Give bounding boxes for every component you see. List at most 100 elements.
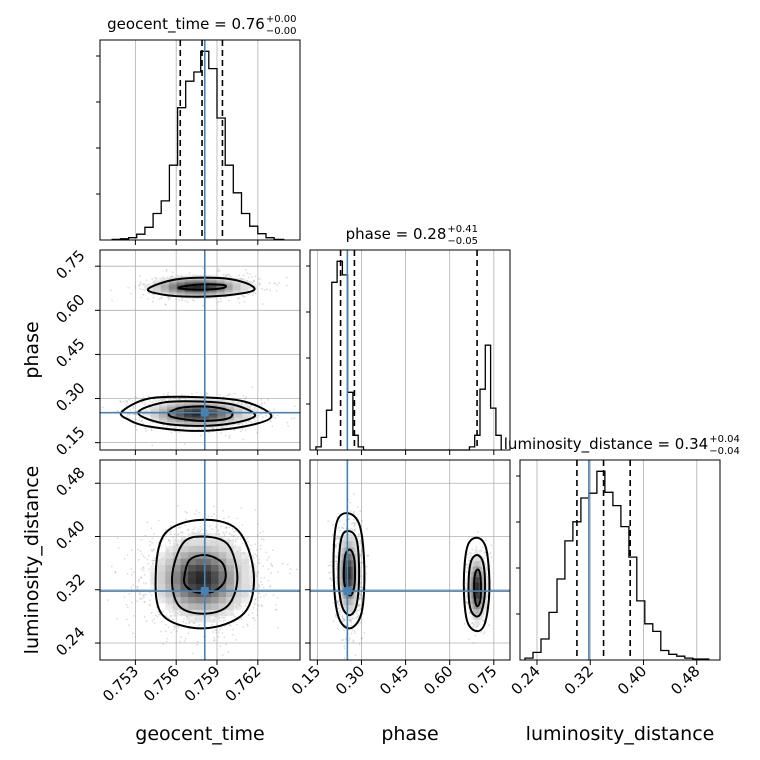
scatter-point — [144, 427, 147, 430]
scatter-point — [235, 639, 238, 641]
scatter-point — [267, 556, 270, 558]
scatter-point — [217, 635, 220, 638]
scatter-point — [182, 620, 185, 623]
scatter-point — [259, 544, 262, 547]
scatter-point — [342, 638, 345, 641]
scatter-point — [268, 409, 271, 412]
scatter-point — [220, 616, 223, 619]
scatter-point — [225, 274, 228, 277]
scatter-point — [254, 598, 257, 601]
scatter-point — [238, 274, 241, 277]
scatter-point — [151, 562, 154, 564]
scatter-point — [170, 431, 173, 434]
scatter-point — [242, 438, 245, 441]
scatter-point — [360, 593, 363, 596]
scatter-point — [114, 571, 117, 574]
scatter-point — [226, 274, 229, 276]
scatter-point — [156, 615, 159, 618]
scatter-point — [140, 538, 143, 541]
scatter-point — [218, 394, 221, 396]
scatter-point — [178, 527, 180, 529]
scatter-point — [170, 530, 172, 533]
scatter-point — [180, 274, 183, 277]
scatter-point — [187, 528, 190, 531]
scatter-point — [254, 598, 257, 600]
scatter-point — [354, 528, 356, 530]
scatter-point — [295, 568, 298, 571]
scatter-point — [335, 538, 337, 541]
scatter-point — [144, 402, 147, 404]
scatter-point — [363, 632, 366, 634]
scatter-point — [251, 294, 254, 296]
scatter-point — [143, 594, 145, 596]
density-cell — [175, 400, 193, 405]
scatter-point — [259, 282, 261, 285]
scatter-point — [149, 544, 151, 546]
scatter-point — [218, 616, 221, 619]
scatter-point — [136, 600, 139, 602]
scatter-point — [222, 273, 225, 276]
scatter-point — [247, 624, 249, 627]
scatter-point — [254, 406, 256, 409]
density-cell — [209, 413, 226, 418]
scatter-point — [260, 403, 263, 406]
scatter-point — [337, 600, 340, 603]
scatter-point — [239, 430, 242, 433]
scatter-point — [271, 564, 273, 567]
scatter-point — [223, 533, 226, 536]
scatter-point — [254, 543, 256, 546]
scatter-point — [251, 386, 254, 389]
scatter-point — [117, 547, 120, 549]
scatter-point — [114, 570, 117, 573]
scatter-point — [218, 270, 221, 272]
scatter-point — [148, 599, 151, 602]
scatter-point — [228, 532, 231, 535]
scatter-point — [134, 425, 137, 428]
scatter-point — [266, 559, 269, 561]
scatter-point — [238, 618, 241, 621]
scatter-point — [254, 602, 256, 604]
scatter-point — [265, 414, 268, 417]
scatter-point — [148, 395, 150, 398]
scatter-point — [338, 607, 340, 609]
scatter-point — [126, 554, 129, 556]
scatter-point — [184, 524, 187, 527]
scatter-point — [269, 289, 272, 292]
scatter-point — [193, 622, 196, 624]
density-cell — [200, 397, 218, 403]
scatter-point — [186, 617, 189, 619]
scatter-point — [138, 578, 141, 581]
scatter-point — [260, 580, 262, 583]
scatter-point — [258, 284, 261, 286]
scatter-point — [170, 631, 173, 634]
scatter-point — [152, 548, 155, 551]
scatter-point — [354, 632, 356, 634]
scatter-point — [137, 580, 140, 583]
scatter-point — [339, 609, 342, 612]
scatter-point — [276, 414, 279, 417]
scatter-point — [152, 559, 155, 562]
scatter-point — [150, 527, 153, 530]
scatter-point — [236, 517, 239, 520]
scatter-point — [360, 618, 363, 621]
scatter-point — [253, 563, 256, 566]
scatter-point — [198, 512, 200, 514]
scatter-point — [256, 562, 259, 565]
scatter-point — [260, 604, 263, 606]
scatter-point — [182, 427, 185, 430]
scatter-point — [287, 425, 289, 427]
scatter-point — [150, 429, 153, 432]
scatter-point — [169, 540, 172, 543]
scatter-point — [222, 616, 225, 619]
scatter-point — [134, 418, 137, 421]
scatter-point — [253, 619, 256, 621]
scatter-point — [210, 515, 213, 518]
scatter-point — [211, 528, 214, 531]
scatter-point — [227, 299, 230, 302]
scatter-point — [217, 301, 220, 304]
scatter-point — [217, 268, 220, 271]
scatter-point — [213, 639, 215, 642]
scatter-point — [136, 588, 138, 591]
scatter-point — [242, 626, 244, 629]
scatter-point — [153, 532, 156, 535]
